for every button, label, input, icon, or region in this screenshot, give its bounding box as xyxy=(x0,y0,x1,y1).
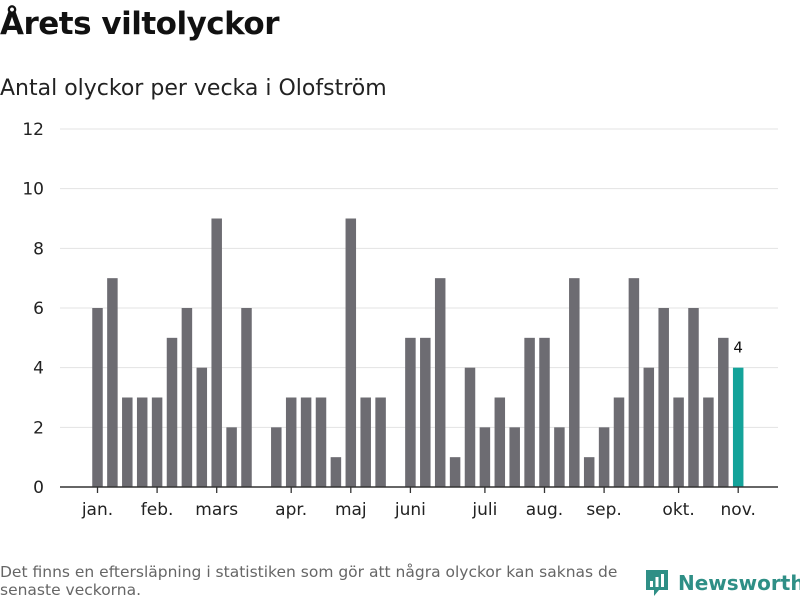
bar xyxy=(136,397,148,487)
x-tick-label: apr. xyxy=(275,500,307,520)
bar xyxy=(583,457,595,487)
y-axis-ticks: 0 2 4 6 8 10 12 xyxy=(22,120,44,498)
bar xyxy=(345,218,357,487)
bar xyxy=(569,278,580,487)
chart-title: Årets viltolyckor xyxy=(0,6,280,42)
x-tick-label: feb. xyxy=(141,500,174,520)
bar xyxy=(643,367,655,487)
bar xyxy=(688,308,699,487)
footnote: Det finns en eftersläpning i statistiken… xyxy=(0,563,618,599)
x-tick-label: aug. xyxy=(526,500,563,520)
y-tick-label: 12 xyxy=(22,120,44,140)
bar xyxy=(330,457,342,487)
y-tick-label: 0 xyxy=(33,478,44,498)
x-tick-label: nov. xyxy=(721,500,756,520)
bar xyxy=(285,397,297,487)
bar xyxy=(598,427,610,487)
bar xyxy=(196,367,208,487)
bar xyxy=(300,397,312,487)
bar xyxy=(375,397,386,487)
bar xyxy=(539,337,550,487)
bar-value-label: 4 xyxy=(733,339,743,357)
bar xyxy=(92,308,103,487)
bar-chart: 0 2 4 6 8 10 12 4 jan. feb. mars apr. maj juni juli a… xyxy=(22,120,778,520)
bar xyxy=(181,308,193,487)
bar xyxy=(449,457,461,487)
bar xyxy=(703,397,714,487)
brand-name: Newsworthy xyxy=(678,571,800,595)
bar xyxy=(524,337,535,487)
y-tick-label: 4 xyxy=(33,359,44,379)
newsworthy-logo-icon xyxy=(646,570,668,596)
x-tick-label: sep. xyxy=(586,500,622,520)
bar-current-week xyxy=(732,367,744,487)
y-tick-label: 10 xyxy=(22,180,44,200)
bar xyxy=(315,397,327,487)
bar xyxy=(271,427,282,487)
bar xyxy=(151,397,163,487)
gridlines xyxy=(60,128,778,428)
bar xyxy=(494,397,506,487)
bar xyxy=(107,278,118,487)
bar xyxy=(166,337,178,487)
bar xyxy=(226,427,237,487)
bar xyxy=(434,278,446,487)
bar xyxy=(628,278,640,487)
bar xyxy=(122,397,133,487)
bar xyxy=(554,427,565,487)
x-tick-label: mars xyxy=(195,500,238,520)
chart-subtitle: Antal olyckor per vecka i Olofström xyxy=(0,76,387,101)
x-tick-label: jan. xyxy=(81,500,113,520)
x-tick-label: juni xyxy=(394,500,426,520)
bar xyxy=(360,397,371,487)
x-tick-label: okt. xyxy=(662,500,694,520)
bar xyxy=(405,337,416,487)
x-axis-ticks: jan. feb. mars apr. maj juni juli aug. sep. okt. n… xyxy=(81,487,756,520)
bar xyxy=(613,397,625,487)
y-tick-label: 6 xyxy=(33,299,44,319)
bar xyxy=(464,367,476,487)
bar xyxy=(718,337,729,487)
bars: 4 xyxy=(92,218,744,487)
x-tick-label: maj xyxy=(335,500,367,520)
bar xyxy=(658,308,669,487)
bar xyxy=(479,427,491,487)
brand-logo: Newsworthy xyxy=(644,568,800,598)
y-tick-label: 8 xyxy=(33,239,44,259)
bar xyxy=(673,397,684,487)
bar xyxy=(509,427,520,487)
x-tick-label: juli xyxy=(471,500,497,520)
bar xyxy=(241,308,252,487)
y-tick-label: 2 xyxy=(33,418,44,438)
bar xyxy=(211,218,222,487)
bar xyxy=(420,337,431,487)
